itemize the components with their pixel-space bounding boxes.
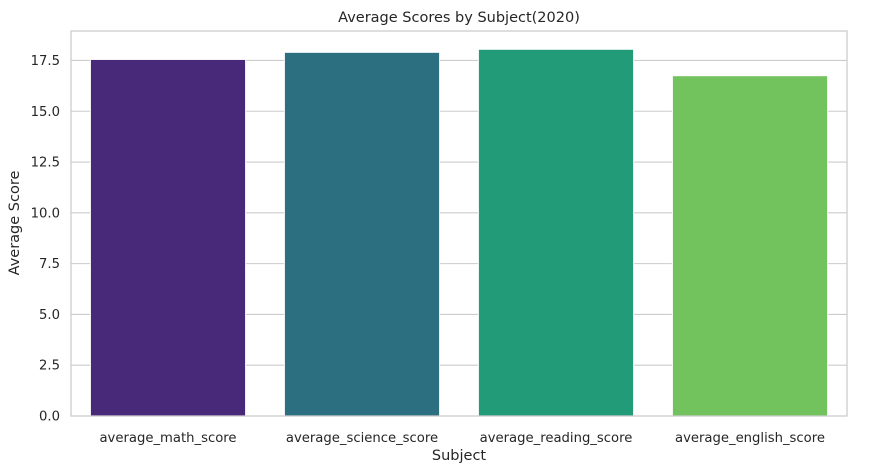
x-tick-label: average_reading_score [480, 431, 633, 446]
bars [89, 48, 829, 417]
y-tick-labels: 0.0 2.5 5.0 7.5 10.0 12.5 15.0 17.5 [31, 54, 60, 425]
x-tick-label: average_science_score [286, 431, 438, 446]
y-tick-label: 7.5 [39, 257, 60, 272]
bar-average-science-score [283, 51, 441, 417]
y-tick-label: 0.0 [39, 410, 60, 425]
bar-average-reading-score [477, 48, 635, 417]
y-tick-label: 17.5 [31, 54, 60, 69]
y-tick-label: 12.5 [31, 156, 60, 171]
y-tick-label: 10.0 [31, 206, 60, 221]
bar-average-english-score [671, 75, 829, 417]
bar-average-math-score [89, 58, 247, 417]
y-tick-label: 2.5 [39, 359, 60, 374]
x-tick-label: average_math_score [99, 431, 236, 446]
x-axis-label: Subject [432, 448, 487, 464]
plot-frame [70, 30, 848, 417]
chart-title: Average Scores by Subject(2020) [338, 10, 580, 26]
y-axis-label: Average Score [7, 171, 23, 276]
x-tick-labels: average_math_score average_science_score a… [99, 431, 825, 446]
x-tick-label: average_english_score [675, 431, 825, 446]
y-tick-label: 15.0 [31, 105, 60, 120]
y-tick-label: 5.0 [39, 308, 60, 323]
